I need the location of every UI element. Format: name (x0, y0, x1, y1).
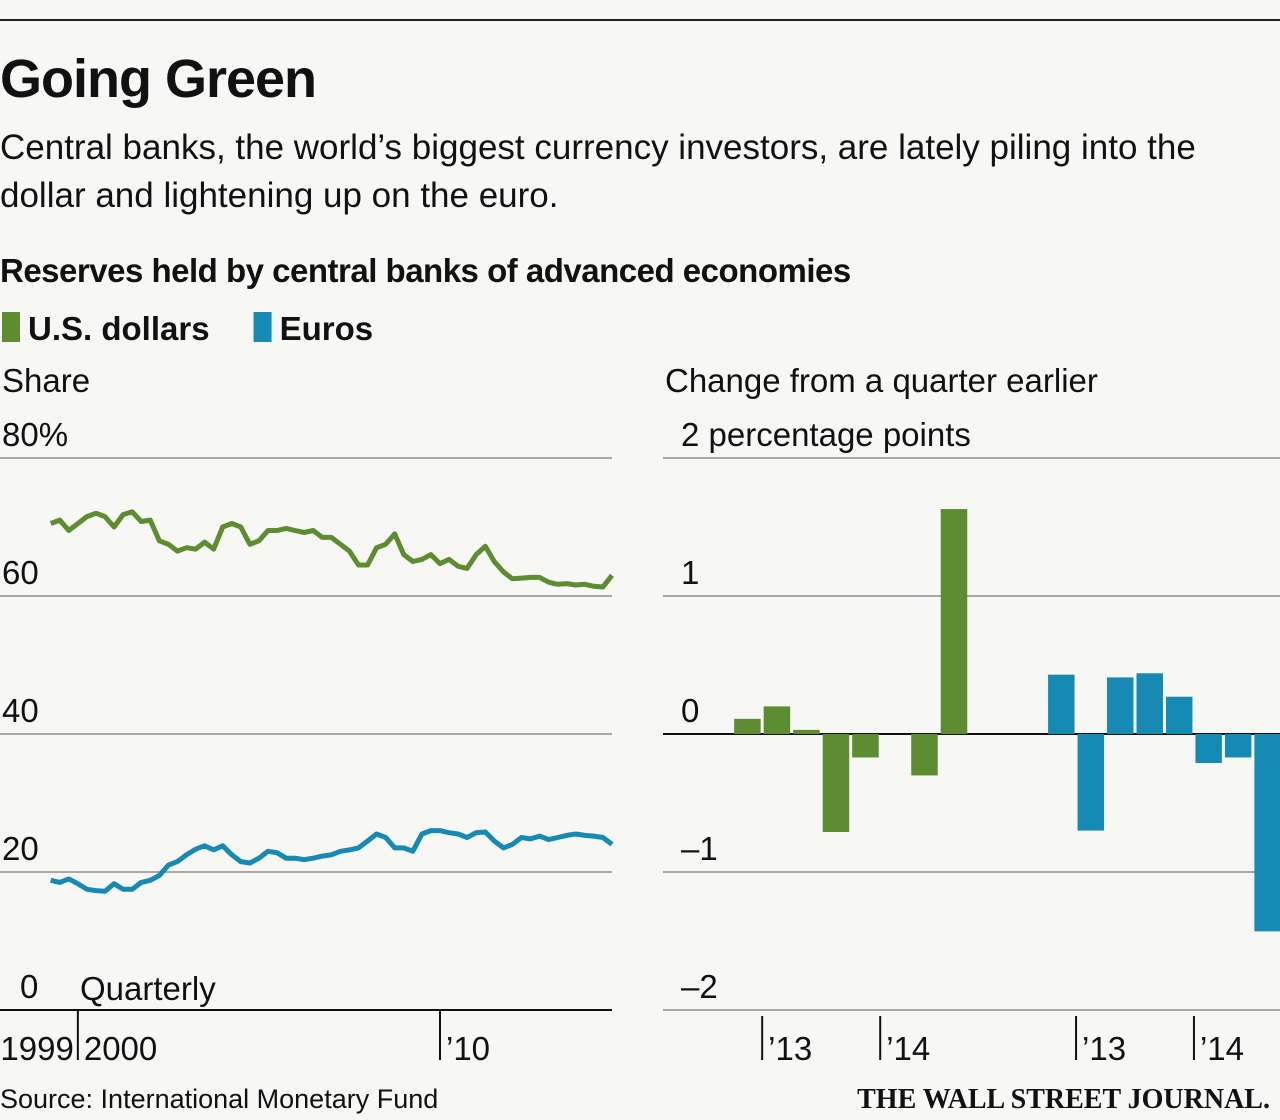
bar (911, 734, 938, 776)
bar (1107, 677, 1134, 734)
bar (940, 509, 968, 734)
bar (1136, 673, 1163, 734)
x-tick-label: ’10 (446, 1030, 490, 1067)
x-tick-label: ’14 (886, 1030, 930, 1067)
line (49, 509, 614, 590)
y-tick-label: 60 (2, 554, 39, 591)
line (50, 828, 614, 894)
credit: THE WALL STREET JOURNAL. (857, 1084, 1270, 1115)
bar (822, 734, 850, 832)
y-axis-label: Share (2, 362, 90, 399)
bar (1048, 674, 1075, 734)
bar (793, 729, 820, 734)
x-tick-label: ’13 (1082, 1030, 1126, 1067)
x-tick-label: ’13 (768, 1030, 812, 1067)
bar (734, 718, 761, 734)
y-tick-label: 40 (2, 692, 39, 729)
legend-label: Euros (280, 310, 374, 347)
bar (1165, 696, 1193, 734)
y-tick-label: 0 (20, 968, 38, 1005)
x-tick-label: 2000 (84, 1030, 157, 1067)
bar (1254, 734, 1280, 932)
legend-label: U.S. dollars (28, 310, 210, 347)
bar (1077, 734, 1105, 831)
section-title: Reserves held by central banks of advanc… (0, 252, 851, 289)
bar (763, 706, 791, 734)
subtitle: Central banks, the world’s biggest curre… (0, 128, 1196, 215)
legend-swatch (253, 312, 272, 342)
x-start-label: 1999 (0, 1030, 73, 1067)
y-axis-label: Change from a quarter earlier (665, 362, 1098, 399)
x-tick-label: ’14 (1200, 1030, 1244, 1067)
bar (1195, 734, 1222, 763)
annotation: Quarterly (80, 970, 216, 1007)
y-tick-label: 80% (2, 416, 68, 453)
y-tick-label: –2 (681, 968, 718, 1005)
y-tick-label: 2 percentage points (681, 416, 971, 453)
y-tick-label: 20 (2, 830, 39, 867)
title: Going Green (0, 49, 317, 109)
y-tick-label: 1 (681, 554, 699, 591)
source: Source: International Monetary Fund (0, 1084, 439, 1114)
y-tick-label: 0 (681, 692, 699, 729)
y-tick-label: –1 (681, 830, 718, 867)
bar (852, 734, 879, 758)
legend-swatch (2, 312, 20, 342)
bar (1224, 734, 1252, 758)
